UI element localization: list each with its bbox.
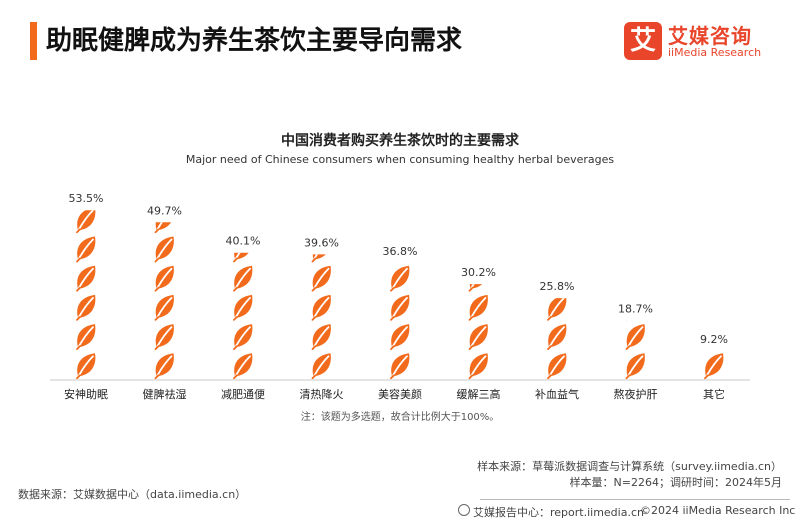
title-accent-bar — [30, 22, 37, 60]
leaf-icon — [233, 293, 254, 321]
bar-1: 53.5% 安神助眠 — [64, 192, 108, 401]
chart-note: 注：该题为多选题，故合计比例大于100%。 — [300, 412, 500, 423]
leaf-icon — [76, 210, 97, 234]
value-label: 53.5% — [69, 192, 104, 205]
category-label: 安神助眠 — [64, 387, 108, 401]
leaf-icon — [390, 352, 411, 380]
category-label: 减肥通便 — [221, 388, 265, 401]
leaf-icon — [76, 323, 97, 351]
brand-name-en: iiMedia Research — [668, 46, 762, 59]
value-label: 39.6% — [304, 236, 339, 249]
category-label: 补血益气 — [535, 387, 579, 401]
leaf-icon — [311, 352, 332, 380]
value-label: 30.2% — [461, 266, 496, 279]
leaf-icon — [76, 352, 97, 380]
value-label: 25.8% — [540, 280, 575, 293]
leaf-icon — [390, 264, 411, 292]
leaf-icon — [547, 352, 568, 380]
leaf-icon — [625, 323, 646, 351]
leaf-icon — [311, 293, 332, 321]
leaf-icon — [76, 235, 97, 263]
leaf-icon — [468, 323, 489, 351]
category-label: 缓解三高 — [457, 387, 501, 401]
leaf-icon — [76, 264, 97, 292]
leaf-icon — [233, 352, 254, 380]
report-center-icon — [458, 504, 470, 516]
value-label: 18.7% — [618, 303, 653, 316]
leaf-icon — [468, 293, 489, 321]
leaf-icon — [233, 264, 254, 292]
brand-logo: 艾 艾媒咨询 iiMedia Research — [624, 18, 784, 68]
leaf-icon — [154, 235, 175, 263]
leaf-icon — [233, 323, 254, 351]
bar-2: 49.7% 健脾祛湿 — [143, 204, 187, 401]
leaf-icon — [390, 323, 411, 351]
footer: 艾媒报告中心：report.iimedia.cn ©2024 iiMedia R… — [0, 503, 800, 520]
bar-7: 25.8% 补血益气 — [535, 280, 579, 401]
value-label: 9.2% — [700, 333, 728, 346]
bar-8: 18.7% 熬夜护肝 — [614, 303, 658, 401]
bar-9: 9.2% 其它 — [700, 333, 728, 401]
copyright: ©2024 iiMedia Research Inc — [640, 504, 796, 517]
leaf-icon — [154, 323, 175, 351]
report-center-link[interactable]: 艾媒报告中心：report.iimedia.cn — [473, 506, 644, 519]
category-label: 熬夜护肝 — [614, 387, 658, 401]
category-label: 清热降火 — [300, 387, 344, 401]
category-label: 其它 — [703, 387, 725, 401]
brand-name-cn: 艾媒咨询 — [668, 24, 752, 48]
leaf-icon — [154, 264, 175, 292]
bar-5: 36.8% 美容美颜 — [378, 245, 422, 401]
page-title: 助眠健脾成为养生茶饮主要导向需求 — [46, 26, 463, 56]
footer-divider — [480, 499, 790, 500]
leaf-icon — [154, 352, 175, 380]
sample-source: 样本来源：草莓派数据调查与计算系统（survey.iimedia.cn） — [477, 460, 782, 473]
leaf-icon — [547, 323, 568, 351]
bar-6: 30.2% 缓解三高 — [457, 266, 501, 401]
leaf-icon — [625, 352, 646, 380]
brand-logo-icon: 艾 — [624, 22, 662, 60]
value-label: 40.1% — [226, 235, 261, 248]
data-source: 数据来源：艾媒数据中心（data.iimedia.cn） — [18, 488, 247, 501]
value-label: 49.7% — [147, 204, 182, 217]
sample-size: 样本量：N=2264；调研时间：2024年5月 — [569, 476, 782, 489]
bar-3: 40.1% 减肥通便 — [221, 235, 265, 401]
leaf-icon — [76, 293, 97, 321]
leaf-icon — [468, 352, 489, 380]
category-label: 美容美颜 — [378, 387, 422, 401]
leaf-icon — [154, 293, 175, 321]
leaf-icon — [704, 352, 725, 380]
chart-subtitle: Major need of Chinese consumers when con… — [185, 153, 615, 166]
value-label: 36.8% — [383, 245, 418, 258]
chart-title: 中国消费者购买养生茶饮时的主要需求 — [281, 133, 519, 149]
leaf-icon — [311, 264, 332, 292]
bar-4: 39.6% 清热降火 — [300, 236, 344, 401]
leaf-icon — [547, 298, 568, 321]
leaf-icon — [311, 323, 332, 351]
leaf-icon — [390, 293, 411, 321]
category-label: 健脾祛湿 — [143, 387, 187, 401]
